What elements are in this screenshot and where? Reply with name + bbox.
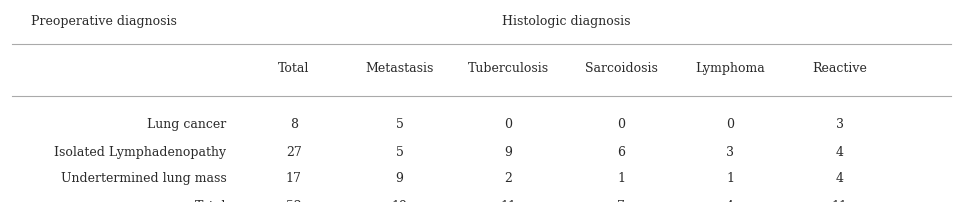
Text: Lung cancer: Lung cancer xyxy=(147,118,226,131)
Text: 11: 11 xyxy=(832,200,847,202)
Text: 27: 27 xyxy=(286,146,301,159)
Text: Undertermined lung mass: Undertermined lung mass xyxy=(61,172,226,185)
Text: 4: 4 xyxy=(836,172,844,185)
Text: 5: 5 xyxy=(396,146,403,159)
Text: 1: 1 xyxy=(617,172,625,185)
Text: 0: 0 xyxy=(617,118,625,131)
Text: Sarcoidosis: Sarcoidosis xyxy=(585,62,658,75)
Text: Total: Total xyxy=(195,200,226,202)
Text: 2: 2 xyxy=(505,172,512,185)
Text: Total: Total xyxy=(278,62,309,75)
Text: Reactive: Reactive xyxy=(813,62,867,75)
Text: Metastasis: Metastasis xyxy=(365,62,434,75)
Text: 9: 9 xyxy=(396,172,403,185)
Text: 9: 9 xyxy=(505,146,512,159)
Text: 19: 19 xyxy=(392,200,407,202)
Text: 3: 3 xyxy=(836,118,844,131)
Text: 6: 6 xyxy=(617,146,625,159)
Text: 11: 11 xyxy=(501,200,516,202)
Text: 3: 3 xyxy=(726,146,734,159)
Text: 0: 0 xyxy=(726,118,734,131)
Text: 4: 4 xyxy=(836,146,844,159)
Text: Tuberculosis: Tuberculosis xyxy=(468,62,549,75)
Text: Preoperative diagnosis: Preoperative diagnosis xyxy=(31,15,176,28)
Text: Lymphoma: Lymphoma xyxy=(695,62,765,75)
Text: 17: 17 xyxy=(286,172,301,185)
Text: 7: 7 xyxy=(617,200,625,202)
Text: Histologic diagnosis: Histologic diagnosis xyxy=(503,15,631,28)
Text: 8: 8 xyxy=(290,118,298,131)
Text: Isolated Lymphadenopathy: Isolated Lymphadenopathy xyxy=(54,146,226,159)
Text: 1: 1 xyxy=(726,172,734,185)
Text: 52: 52 xyxy=(286,200,301,202)
Text: 4: 4 xyxy=(726,200,734,202)
Text: 5: 5 xyxy=(396,118,403,131)
Text: 0: 0 xyxy=(505,118,512,131)
